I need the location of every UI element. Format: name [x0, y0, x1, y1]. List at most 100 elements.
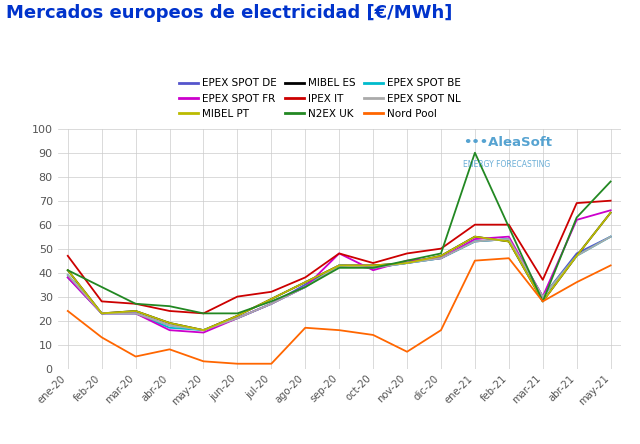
Line: MIBEL ES: MIBEL ES — [68, 213, 611, 330]
EPEX SPOT NL — [369, 265, 377, 270]
Line: IPEX IT: IPEX IT — [68, 201, 611, 313]
Nord Pool — [471, 258, 479, 263]
IPEX IT — [200, 311, 207, 316]
EPEX SPOT NL — [607, 234, 614, 239]
EPEX SPOT BE — [437, 256, 445, 261]
N2EX UK — [539, 299, 547, 304]
N2EX UK — [369, 265, 377, 270]
MIBEL PT — [268, 296, 275, 301]
MIBEL ES — [505, 239, 513, 244]
N2EX UK — [166, 304, 173, 309]
N2EX UK — [234, 311, 241, 316]
Nord Pool — [200, 359, 207, 364]
N2EX UK — [301, 284, 309, 289]
N2EX UK — [268, 299, 275, 304]
EPEX SPOT FR — [471, 236, 479, 242]
Nord Pool — [607, 263, 614, 268]
EPEX SPOT NL — [234, 316, 241, 321]
EPEX SPOT DE — [132, 311, 140, 316]
EPEX SPOT FR — [437, 256, 445, 261]
Nord Pool — [132, 354, 140, 359]
EPEX SPOT DE — [301, 282, 309, 287]
EPEX SPOT FR — [98, 311, 106, 316]
MIBEL ES — [369, 263, 377, 268]
EPEX SPOT BE — [403, 260, 411, 266]
EPEX SPOT BE — [268, 301, 275, 306]
EPEX SPOT FR — [607, 208, 614, 213]
Line: EPEX SPOT NL: EPEX SPOT NL — [68, 237, 611, 330]
IPEX IT — [132, 301, 140, 306]
MIBEL PT — [403, 260, 411, 266]
MIBEL PT — [98, 311, 106, 316]
Legend: EPEX SPOT DE, EPEX SPOT FR, MIBEL PT, MIBEL ES, IPEX IT, N2EX UK, EPEX SPOT BE, : EPEX SPOT DE, EPEX SPOT FR, MIBEL PT, MI… — [179, 79, 461, 119]
EPEX SPOT BE — [166, 325, 173, 330]
N2EX UK — [98, 284, 106, 289]
MIBEL PT — [234, 313, 241, 318]
EPEX SPOT DE — [98, 311, 106, 316]
EPEX SPOT DE — [64, 275, 72, 280]
EPEX SPOT BE — [607, 234, 614, 239]
IPEX IT — [607, 198, 614, 203]
EPEX SPOT DE — [471, 239, 479, 244]
N2EX UK — [335, 265, 343, 270]
EPEX SPOT FR — [301, 284, 309, 289]
EPEX SPOT FR — [505, 234, 513, 239]
N2EX UK — [132, 301, 140, 306]
MIBEL ES — [539, 299, 547, 304]
EPEX SPOT FR — [539, 294, 547, 299]
MIBEL PT — [573, 253, 580, 258]
IPEX IT — [64, 253, 72, 258]
EPEX SPOT NL — [505, 236, 513, 242]
EPEX SPOT NL — [132, 311, 140, 316]
EPEX SPOT NL — [539, 294, 547, 299]
IPEX IT — [335, 251, 343, 256]
IPEX IT — [437, 246, 445, 251]
IPEX IT — [573, 200, 580, 206]
Line: MIBEL PT: MIBEL PT — [68, 213, 611, 330]
EPEX SPOT DE — [166, 323, 173, 328]
MIBEL ES — [573, 253, 580, 258]
EPEX SPOT NL — [268, 301, 275, 306]
IPEX IT — [369, 260, 377, 266]
MIBEL ES — [607, 210, 614, 215]
EPEX SPOT DE — [607, 234, 614, 239]
Text: Mercados europeos de electricidad [€/MWh]: Mercados europeos de electricidad [€/MWh… — [6, 4, 452, 23]
EPEX SPOT BE — [573, 253, 580, 258]
EPEX SPOT BE — [98, 311, 106, 316]
N2EX UK — [403, 258, 411, 263]
EPEX SPOT BE — [200, 328, 207, 333]
Text: •••AleaSoft: •••AleaSoft — [463, 136, 552, 149]
MIBEL ES — [64, 268, 72, 273]
EPEX SPOT BE — [539, 294, 547, 299]
Line: N2EX UK: N2EX UK — [68, 153, 611, 313]
Nord Pool — [234, 361, 241, 366]
MIBEL PT — [335, 263, 343, 268]
MIBEL PT — [471, 234, 479, 239]
MIBEL ES — [234, 313, 241, 318]
Nord Pool — [301, 325, 309, 330]
EPEX SPOT DE — [200, 328, 207, 333]
EPEX SPOT FR — [166, 328, 173, 333]
N2EX UK — [64, 268, 72, 273]
MIBEL ES — [403, 260, 411, 266]
EPEX SPOT NL — [64, 272, 72, 278]
EPEX SPOT DE — [234, 316, 241, 321]
N2EX UK — [505, 224, 513, 230]
EPEX SPOT NL — [437, 256, 445, 261]
EPEX SPOT NL — [573, 253, 580, 258]
MIBEL ES — [200, 328, 207, 333]
Nord Pool — [98, 335, 106, 340]
IPEX IT — [166, 308, 173, 313]
Line: EPEX SPOT BE: EPEX SPOT BE — [68, 237, 611, 330]
Nord Pool — [403, 349, 411, 354]
EPEX SPOT NL — [403, 260, 411, 266]
Line: EPEX SPOT DE: EPEX SPOT DE — [68, 237, 611, 330]
MIBEL PT — [64, 268, 72, 273]
IPEX IT — [268, 289, 275, 294]
MIBEL ES — [268, 296, 275, 301]
MIBEL ES — [132, 308, 140, 313]
EPEX SPOT NL — [98, 311, 106, 316]
MIBEL ES — [166, 320, 173, 325]
EPEX SPOT NL — [471, 239, 479, 244]
MIBEL ES — [301, 280, 309, 285]
